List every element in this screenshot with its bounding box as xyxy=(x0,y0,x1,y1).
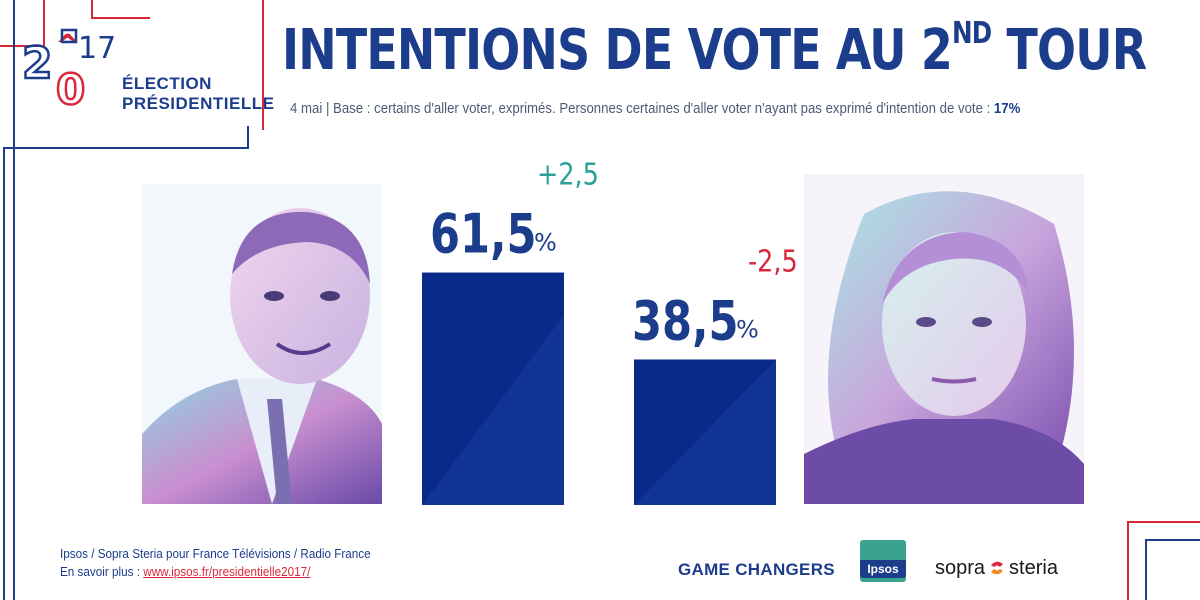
ipsos-logo-text: Ipsos xyxy=(860,560,906,578)
bar-shade-2 xyxy=(634,359,776,505)
subtitle-text: 4 mai | Base : certains d'aller voter, e… xyxy=(290,100,994,117)
election-2017-logo: 2 0 ^ 17 ÉLECTION PRÉSIDENTIELLE xyxy=(20,20,274,140)
ipsos-logo: Ipsos xyxy=(860,540,906,582)
bar-unit-label-1: % xyxy=(534,229,557,257)
subtitle-value: 17% xyxy=(993,100,1021,117)
logo-label-line1: ÉLECTION xyxy=(122,74,212,93)
steria-text: steria xyxy=(1009,557,1058,579)
source-text: Ipsos / Sopra Steria pour France Télévis… xyxy=(60,546,371,561)
bar-value-label-2: 38,5 xyxy=(632,290,739,353)
page-title: INTENTIONS DE VOTE AU 2ND TOUR xyxy=(282,16,1147,83)
logo-label-line2: PRÉSIDENTIELLE xyxy=(122,94,275,113)
subtitle: 4 mai | Base : certains d'aller voter, e… xyxy=(290,100,1020,117)
bar-value-label-1: 61,5 xyxy=(430,203,537,266)
sopra-text: sopra xyxy=(935,557,986,579)
sopra-steria-logo: sopra steria xyxy=(935,556,1058,580)
logo-2017-mark: 2 0 ^ 17 xyxy=(21,28,116,115)
header-divider xyxy=(262,0,264,130)
logo-digit-0: 0 xyxy=(56,65,85,114)
logo-digit-2: 2 xyxy=(22,38,53,89)
footer-source: Ipsos / Sopra Steria pour France Télévis… xyxy=(60,545,371,581)
title-main: INTENTIONS DE VOTE AU 2 xyxy=(282,18,953,83)
title-superscript: ND xyxy=(951,16,992,51)
more-info: En savoir plus : www.ipsos.fr/presidenti… xyxy=(60,563,371,581)
bar-unit-label-2: % xyxy=(736,315,759,343)
more-label: En savoir plus : xyxy=(60,564,144,579)
bar-change-label-2: -2,5 xyxy=(748,243,798,279)
portrait-right xyxy=(804,174,1084,504)
game-changers-text: GAME CHANGERS xyxy=(678,560,835,579)
more-link[interactable]: www.ipsos.fr/presidentielle2017/ xyxy=(143,564,311,579)
bar-change-label-1: +2,5 xyxy=(537,157,599,193)
bar-shade-1 xyxy=(422,315,564,505)
sopra-steria-mark-icon xyxy=(991,561,1004,575)
logo-digits-17: 17 xyxy=(78,31,116,66)
title-end: TOUR xyxy=(991,18,1148,83)
portrait-left xyxy=(142,184,382,504)
